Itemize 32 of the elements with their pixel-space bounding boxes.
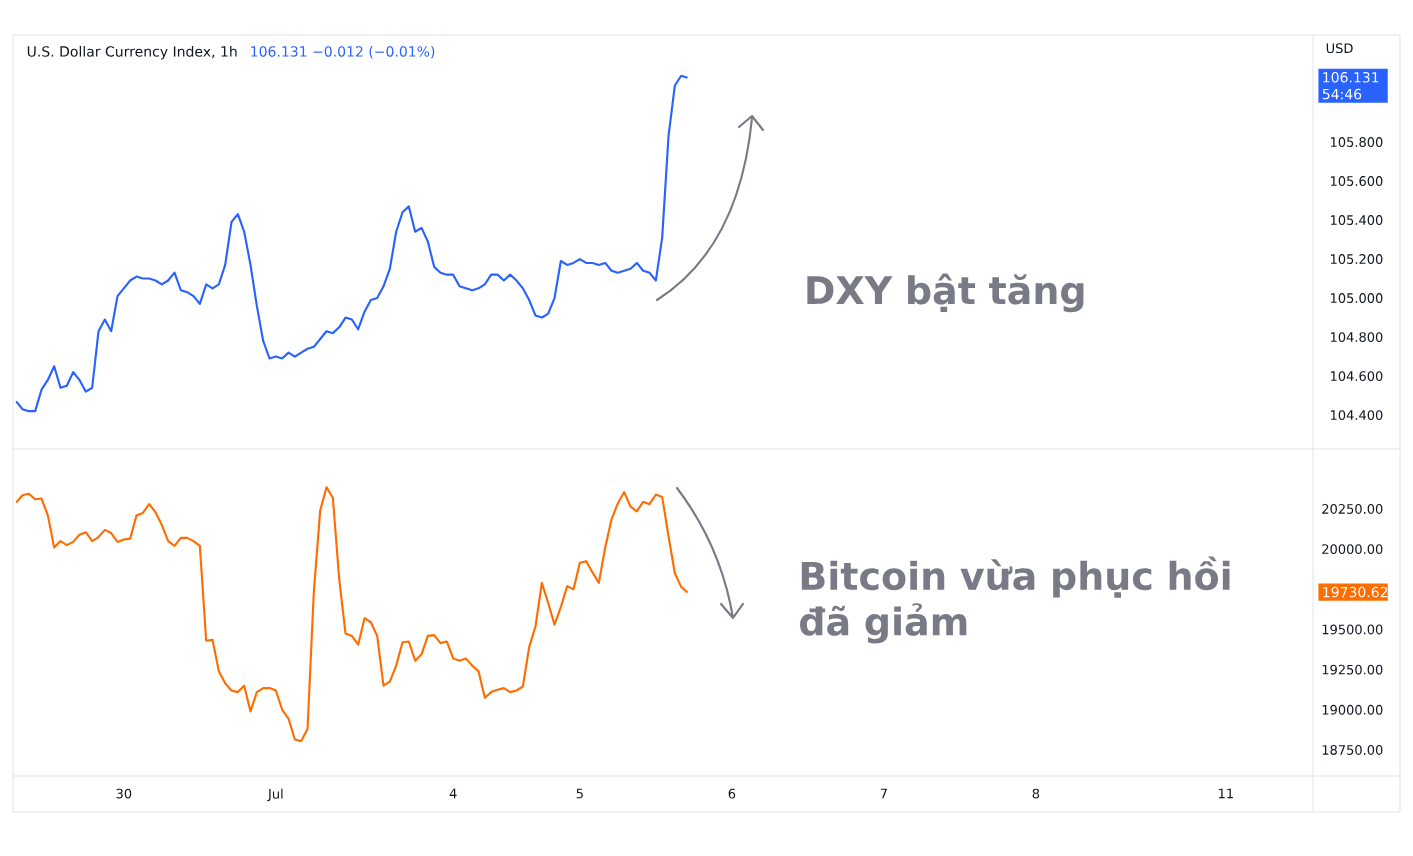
y-tick-label: 105.000 xyxy=(1330,293,1383,303)
y-tick-label: 19250.00 xyxy=(1322,664,1383,675)
y-tick-label: 104.600 xyxy=(1330,371,1383,381)
y-tick-label: 104.400 xyxy=(1330,410,1383,420)
y-tick-label: 105.600 xyxy=(1330,176,1383,186)
x-tick-label: 30 xyxy=(116,788,132,799)
x-tick-label: 5 xyxy=(576,788,583,799)
annotation: 54:46 xyxy=(1322,88,1362,100)
annotation: 106.131 xyxy=(1323,71,1379,83)
line-series xyxy=(15,74,689,413)
y-axis-title: USD xyxy=(1326,43,1353,54)
y-tick-label: 19000.00 xyxy=(1322,704,1383,715)
annotation: 106.131 −0.012 (−0.01%) xyxy=(251,45,435,59)
y-tick-label: 20250.00 xyxy=(1322,504,1383,514)
y-tick-label: 20000.00 xyxy=(1322,544,1383,555)
x-tick-label: Jul xyxy=(267,788,283,802)
x-tick-label: 8 xyxy=(1032,788,1040,799)
x-tick-label: 4 xyxy=(449,788,457,799)
y-tick-label: 18750.00 xyxy=(1322,745,1383,755)
y-tick-label: 105.200 xyxy=(1330,254,1383,264)
annotation: DXY bật tăng xyxy=(807,273,1084,313)
line-series xyxy=(15,486,689,743)
x-tick-label: 11 xyxy=(1219,788,1233,799)
x-tick-label: 6 xyxy=(728,788,736,799)
annotation: 19730.62 xyxy=(1323,586,1388,598)
x-tick-label: 7 xyxy=(880,788,887,799)
y-tick-label: 105.800 xyxy=(1330,137,1383,147)
text: U.S. Dollar Currency Index, 1h xyxy=(27,45,237,60)
y-tick-label: 19500.00 xyxy=(1322,624,1383,635)
y-tick-label: 105.400 xyxy=(1330,215,1383,225)
annotation: Bitcoin vừa phục hồi đã giảm xyxy=(800,556,1230,644)
y-tick-label: 104.800 xyxy=(1330,332,1383,342)
